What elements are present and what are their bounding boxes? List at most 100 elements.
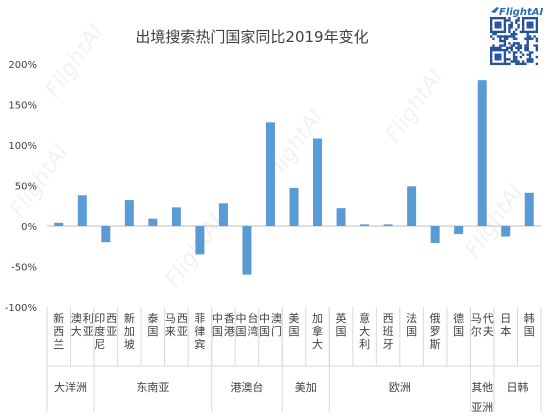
qr-module <box>522 53 525 56</box>
group-label: 美加 <box>295 381 317 394</box>
qr-module <box>499 21 502 24</box>
qr-module <box>524 17 527 20</box>
qr-module <box>535 62 539 66</box>
qr-module <box>526 17 529 20</box>
watermark-text: FlightAI <box>161 210 229 292</box>
qr-module <box>522 28 525 31</box>
qr-module <box>512 35 516 38</box>
qr-module <box>531 26 534 29</box>
qr-module <box>490 17 493 20</box>
chart-title: 出境搜索热门国家同比2019年变化 <box>135 28 368 46</box>
qr-module <box>499 39 502 43</box>
qr-module <box>506 62 509 66</box>
group-label: 日韩 <box>506 380 528 394</box>
qr-module <box>503 58 507 61</box>
qr-module <box>494 17 497 20</box>
qr-module <box>512 58 516 61</box>
bar-中国香港 <box>218 203 228 226</box>
logo-text: FlightAI <box>499 7 543 18</box>
qr-module <box>508 19 511 22</box>
qr-module <box>490 19 493 22</box>
qr-module <box>496 49 500 52</box>
x-tick-label: 马来西亚 <box>165 312 188 338</box>
qr-module <box>490 49 493 52</box>
qr-module <box>526 42 529 45</box>
qr-module <box>506 46 509 50</box>
qr-module <box>503 42 507 45</box>
qr-module <box>494 23 497 27</box>
qr-module <box>526 46 529 50</box>
qr-module <box>515 60 518 63</box>
qr-module <box>508 58 511 61</box>
qr-module <box>522 23 525 27</box>
qr-module <box>535 19 539 22</box>
x-tick-label: 泰国 <box>147 311 158 338</box>
qr-module <box>531 58 534 61</box>
qr-module <box>515 42 518 45</box>
y-tick-label: -100% <box>5 303 37 314</box>
qr-module <box>490 28 493 31</box>
qr-module <box>510 35 513 38</box>
bar-菲律宾 <box>195 226 205 255</box>
qr-module <box>524 37 527 40</box>
qr-module <box>515 51 518 54</box>
qr-module <box>522 26 525 29</box>
qr-module <box>517 62 520 66</box>
qr-module <box>528 58 532 61</box>
qr-module <box>508 23 511 27</box>
qr-module <box>503 28 507 31</box>
x-tick-label: 德国 <box>453 311 464 338</box>
qr-module <box>519 51 523 54</box>
qr-module <box>496 53 500 56</box>
qr-module <box>503 35 507 38</box>
qr-module <box>506 19 509 22</box>
y-tick-label: -50% <box>11 263 37 274</box>
qr-module <box>528 51 532 54</box>
qr-module <box>508 30 511 34</box>
qr-module <box>492 44 495 47</box>
qr-code <box>490 17 539 66</box>
x-tick-label: 韩国 <box>524 311 535 338</box>
qr-module <box>512 33 516 36</box>
x-tick-label: 日本 <box>500 312 511 338</box>
qr-module <box>526 58 529 61</box>
qr-module <box>490 35 493 38</box>
qr-module <box>515 28 518 31</box>
qr-module <box>526 53 529 56</box>
bar-马尔代夫 <box>477 80 487 226</box>
qr-module <box>531 51 534 54</box>
bar-中国台湾 <box>242 226 252 275</box>
x-tick-label: 马尔代夫 <box>471 312 494 338</box>
qr-module <box>526 49 529 52</box>
qr-module <box>490 60 493 63</box>
qr-module <box>528 35 532 38</box>
qr-module <box>519 30 523 34</box>
qr-module <box>512 55 516 59</box>
qr-module <box>515 19 518 22</box>
qr-module <box>503 19 507 22</box>
bar-加拿大 <box>313 138 323 226</box>
qr-module <box>503 53 507 56</box>
qr-module <box>512 42 516 45</box>
qr-module <box>517 42 520 45</box>
qr-module <box>503 49 507 52</box>
bar-印度尼西亚 <box>101 226 111 243</box>
x-tick-label: 俄罗斯 <box>430 312 441 351</box>
qr-module <box>528 55 532 59</box>
y-tick-label: 50% <box>15 182 37 193</box>
qr-module <box>528 60 532 63</box>
qr-module <box>535 55 539 59</box>
qr-module <box>526 35 529 38</box>
qr-module <box>528 26 532 29</box>
qr-module <box>515 37 518 40</box>
qr-module <box>503 21 507 24</box>
x-tick-label: 新西兰 <box>53 311 64 351</box>
qr-module <box>519 55 523 59</box>
qr-module <box>512 51 516 54</box>
qr-module <box>517 19 520 22</box>
qr-module <box>519 62 523 66</box>
qr-module <box>526 44 529 47</box>
